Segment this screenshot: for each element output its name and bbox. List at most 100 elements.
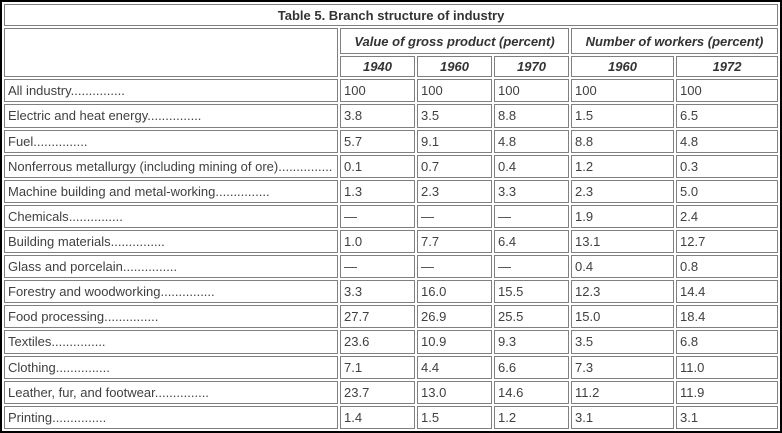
cell-value: — — [340, 255, 415, 279]
year-header-1970: 1970 — [494, 56, 569, 78]
cell-value: 0.1 — [340, 154, 415, 178]
year-header-1972: 1972 — [676, 56, 779, 78]
cell-value: 15.0 — [571, 305, 674, 329]
cell-value: 1.2 — [571, 154, 674, 178]
cell-value: 3.5 — [571, 330, 674, 354]
cell-value: 5.0 — [676, 179, 779, 203]
dot-leader: ............... — [110, 234, 165, 250]
dot-leader: ............... — [215, 183, 270, 199]
row-label-cell: Clothing............... — [4, 355, 338, 379]
column-group-header-row: Value of gross product (percent) Number … — [4, 28, 779, 78]
cell-value: 100 — [676, 79, 779, 103]
cell-value: 100 — [571, 79, 674, 103]
cell-value: 11.0 — [676, 355, 779, 379]
row-label-cell: Leather, fur, and footwear..............… — [4, 380, 338, 404]
cell-value: 3.5 — [417, 104, 492, 128]
table-row: All industry............... 100 100 100 … — [4, 79, 779, 103]
cell-value: 13.0 — [417, 380, 492, 404]
row-label: Textiles — [8, 334, 52, 350]
group-header-workers: Number of workers (percent) — [571, 28, 779, 55]
cell-value: — — [417, 255, 492, 279]
row-label: Chemicals — [8, 208, 69, 224]
cell-value: 9.3 — [494, 330, 569, 354]
row-label-cell: Textiles............... — [4, 330, 338, 354]
cell-value: 3.1 — [676, 405, 779, 429]
cell-value: 9.1 — [417, 129, 492, 153]
cell-value: 3.1 — [571, 405, 674, 429]
dot-leader: ............... — [51, 334, 106, 350]
dot-leader: ............... — [278, 158, 333, 174]
row-label: Electric and heat energy — [8, 108, 148, 124]
cell-value: 2.3 — [571, 179, 674, 203]
row-label-cell: Printing............... — [4, 405, 338, 429]
cell-value: 5.7 — [340, 129, 415, 153]
cell-value: 11.9 — [676, 380, 779, 404]
row-label: Leather, fur, and footwear — [8, 384, 155, 400]
cell-value: 3.3 — [494, 179, 569, 203]
cell-value: — — [340, 204, 415, 228]
row-label: Printing — [8, 409, 53, 425]
row-label-cell: Forestry and woodworking............... — [4, 280, 338, 304]
cell-value: 4.8 — [494, 129, 569, 153]
row-label: Forestry and woodworking — [8, 284, 161, 300]
cell-value: 100 — [340, 79, 415, 103]
cell-value: 27.7 — [340, 305, 415, 329]
year-header-1940: 1940 — [340, 56, 415, 78]
row-label-cell: Glass and porcelain............... — [4, 255, 338, 279]
cell-value: 4.4 — [417, 355, 492, 379]
cell-value: 2.3 — [417, 179, 492, 203]
table-row: Building materials............... 1.0 7.… — [4, 229, 779, 254]
cell-value: 7.3 — [571, 355, 674, 379]
row-label: Glass and porcelain — [8, 259, 123, 275]
cell-value: 8.8 — [571, 129, 674, 153]
cell-value: 23.7 — [340, 380, 415, 404]
cell-value: 1.2 — [494, 405, 569, 429]
cell-value: 0.3 — [676, 154, 779, 178]
cell-value: 4.8 — [676, 129, 779, 153]
cell-value: 0.4 — [494, 154, 569, 178]
cell-value: 0.7 — [417, 154, 492, 178]
table-title: Table 5. Branch structure of industry — [4, 4, 779, 27]
cell-value: 18.4 — [676, 305, 779, 329]
row-label-cell: Nonferrous metallurgy (including mining … — [4, 154, 338, 178]
cell-value: 100 — [494, 79, 569, 103]
cell-value: 16.0 — [417, 280, 492, 304]
cell-value: 1.3 — [340, 179, 415, 203]
cell-value: 26.9 — [417, 305, 492, 329]
dot-leader: ............... — [33, 133, 88, 149]
row-label-cell: Food processing............... — [4, 305, 338, 329]
stub-cell — [4, 28, 338, 78]
dot-leader: ............... — [52, 409, 107, 425]
year-header-1960-workers: 1960 — [571, 56, 674, 78]
cell-value: — — [494, 255, 569, 279]
table-row: Clothing............... 7.1 4.4 6.6 7.3 … — [4, 355, 779, 379]
row-label-cell: Chemicals............... — [4, 204, 338, 228]
cell-value: 10.9 — [417, 330, 492, 354]
cell-value: 14.4 — [676, 280, 779, 304]
table-row: Food processing............... 27.7 26.9… — [4, 305, 779, 329]
table-row: Machine building and metal-working......… — [4, 179, 779, 203]
cell-value: 3.3 — [340, 280, 415, 304]
cell-value: 0.8 — [676, 255, 779, 279]
row-label: Nonferrous metallurgy (including mining … — [8, 158, 279, 174]
cell-value: 7.1 — [340, 355, 415, 379]
cell-value: 100 — [417, 79, 492, 103]
row-label: Food processing — [8, 309, 105, 325]
table-row: Glass and porcelain............... — — —… — [4, 255, 779, 279]
cell-value: 1.9 — [571, 204, 674, 228]
dot-leader: ............... — [104, 309, 159, 325]
dot-leader: ............... — [154, 384, 209, 400]
table-title-row: Table 5. Branch structure of industry — [4, 4, 779, 27]
cell-value: 6.8 — [676, 330, 779, 354]
row-label-cell: Fuel............... — [4, 129, 338, 153]
year-header-row: 1940 1960 1970 1960 1972 — [4, 56, 779, 78]
dot-leader: ............... — [70, 83, 125, 99]
cell-value: 15.5 — [494, 280, 569, 304]
cell-value: 1.5 — [417, 405, 492, 429]
cell-value: 3.8 — [340, 104, 415, 128]
table-row: Nonferrous metallurgy (including mining … — [4, 154, 779, 178]
cell-value: 25.5 — [494, 305, 569, 329]
cell-value: 1.0 — [340, 229, 415, 254]
cell-value: 7.7 — [417, 229, 492, 254]
